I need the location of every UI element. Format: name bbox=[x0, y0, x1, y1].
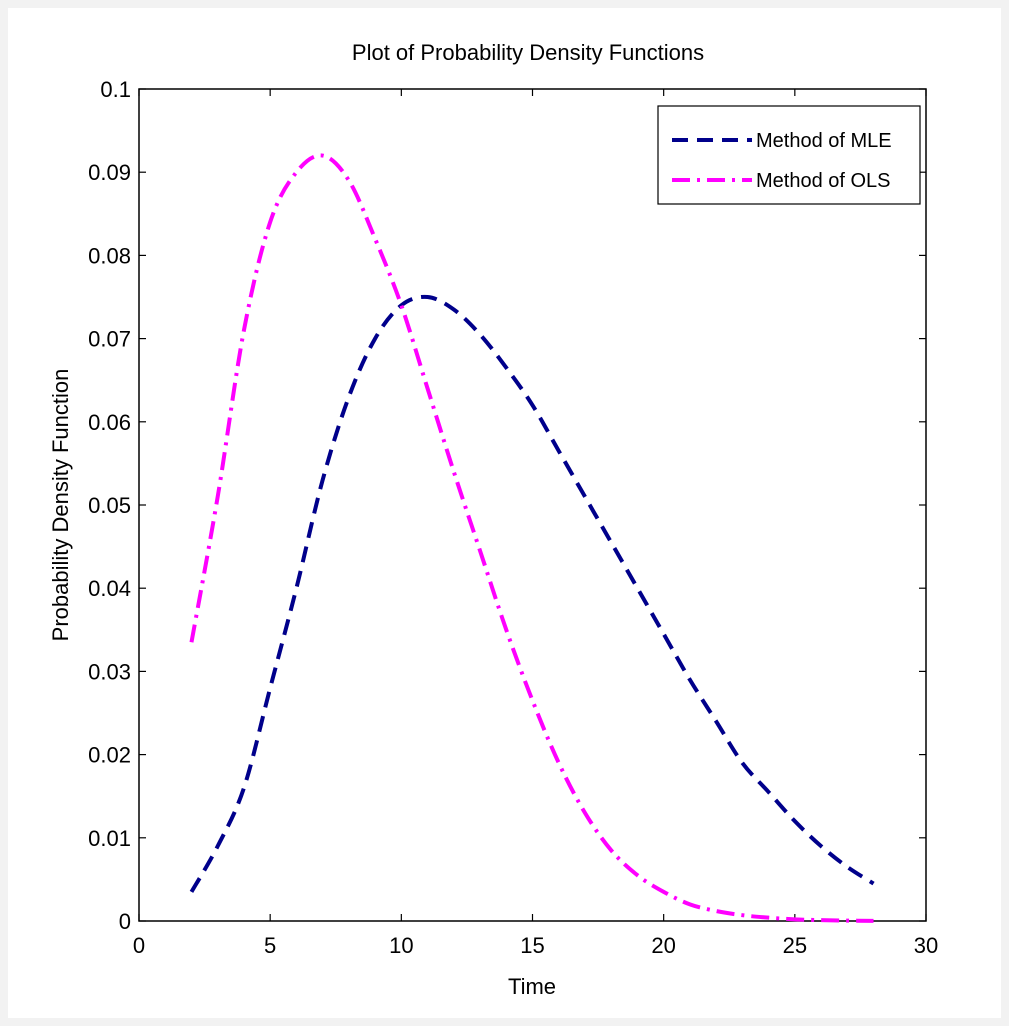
y-tick-label: 0.08 bbox=[88, 243, 131, 268]
x-tick-label: 10 bbox=[389, 933, 413, 958]
y-tick-label: 0.05 bbox=[88, 493, 131, 518]
pdf-chart: Plot of Probability Density Functions 0 5… bbox=[48, 40, 938, 999]
series-line-method-of-ols bbox=[189, 153, 874, 923]
tick-labels-layer: 0 5 10 15 20 25 30 0 0.01 0.02 0.03 0.04 0.05 0.06 0.0… bbox=[88, 77, 938, 958]
y-tick-label: 0.01 bbox=[88, 826, 131, 851]
plot-frame bbox=[138, 88, 927, 922]
figure: Plot of Probability Density Functions 0 5… bbox=[8, 8, 1001, 1018]
y-tick-label: 0.04 bbox=[88, 576, 131, 601]
y-tick-label: 0.09 bbox=[88, 160, 131, 185]
y-axis-title: Probability Density Function bbox=[48, 369, 73, 642]
x-tick-label: 20 bbox=[651, 933, 675, 958]
y-tick-label: 0.06 bbox=[88, 410, 131, 435]
x-tick-label: 15 bbox=[520, 933, 544, 958]
series-layer bbox=[189, 153, 875, 923]
ticks-layer bbox=[138, 88, 927, 922]
legend-label: Method of OLS bbox=[756, 170, 891, 192]
legend: Method of MLE Method of OLS bbox=[657, 105, 921, 205]
x-tick-label: 0 bbox=[133, 933, 145, 958]
chart-title: Plot of Probability Density Functions bbox=[352, 40, 704, 65]
y-tick-label: 0.03 bbox=[88, 659, 131, 684]
legend-box bbox=[657, 105, 921, 205]
y-tick-label: 0.1 bbox=[100, 77, 131, 102]
y-tick-label: 0.02 bbox=[88, 743, 131, 768]
x-axis-title: Time bbox=[508, 974, 556, 999]
y-tick-label: 0.07 bbox=[88, 327, 131, 352]
series-line-method-of-mle bbox=[189, 294, 875, 893]
legend-label: Method of MLE bbox=[756, 130, 892, 152]
x-tick-label: 30 bbox=[914, 933, 938, 958]
x-tick-label: 5 bbox=[264, 933, 276, 958]
y-tick-label: 0 bbox=[119, 909, 131, 934]
x-tick-label: 25 bbox=[783, 933, 807, 958]
